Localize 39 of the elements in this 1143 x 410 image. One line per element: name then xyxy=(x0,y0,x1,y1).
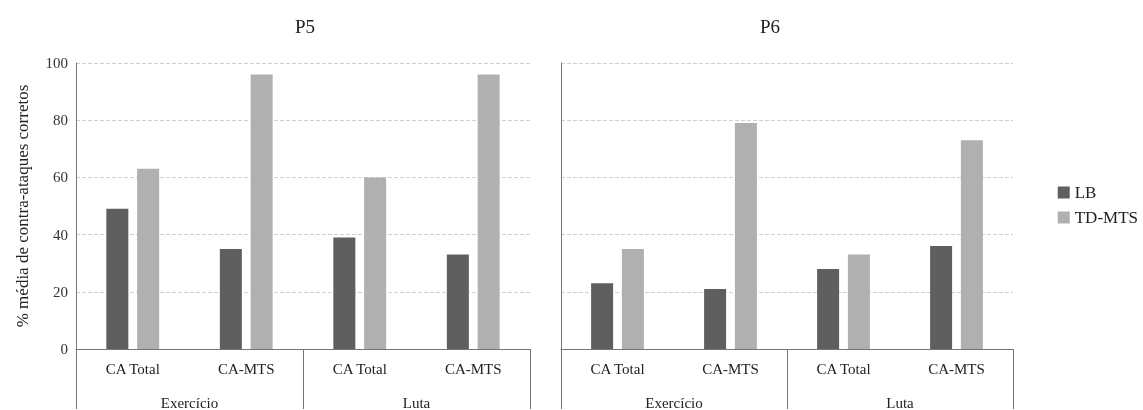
bar xyxy=(847,254,870,349)
text: Exercício xyxy=(645,394,703,410)
x-tick-label: CA-MTS xyxy=(444,360,502,377)
bar xyxy=(364,177,387,349)
chart-title: P5 xyxy=(294,16,316,37)
y-tick-label: 20 xyxy=(53,283,68,300)
legend-label: LB xyxy=(1074,183,1097,202)
bar xyxy=(817,268,840,349)
bar xyxy=(704,288,727,349)
legend-label: TD-MTS xyxy=(1074,208,1138,227)
y-tick-label: 60 xyxy=(53,169,68,186)
bar xyxy=(930,246,953,349)
x-tick-label: CA Total xyxy=(105,360,160,377)
bar xyxy=(621,248,644,349)
bar xyxy=(333,237,356,349)
y-tick-label: 100 xyxy=(45,55,68,71)
bar xyxy=(960,140,983,349)
text: Luta xyxy=(886,394,915,410)
bar xyxy=(734,123,757,349)
text: Luta xyxy=(402,394,431,410)
y-tick-label: 80 xyxy=(53,112,68,129)
bar xyxy=(446,254,469,349)
x-tick-label: CA-MTS xyxy=(217,360,275,377)
bar xyxy=(250,74,273,349)
x-tick-label: CA Total xyxy=(590,360,645,377)
y-axis-title: % média de contra-ataques corretos xyxy=(13,84,32,328)
bar xyxy=(106,208,129,349)
x-tick-label: CA-MTS xyxy=(928,360,985,377)
chart-title: P6 xyxy=(759,16,781,37)
x-tick-label: CA-MTS xyxy=(702,360,759,377)
y-tick-label: 40 xyxy=(53,226,68,243)
x-tick-label: CA Total xyxy=(332,360,387,377)
x-tick-label: CA Total xyxy=(816,360,871,377)
bar xyxy=(219,248,242,349)
text: Exercício xyxy=(160,394,219,410)
bar xyxy=(591,283,614,349)
bar xyxy=(477,74,500,349)
bar xyxy=(137,168,160,349)
y-tick-label: 0 xyxy=(60,341,68,357)
